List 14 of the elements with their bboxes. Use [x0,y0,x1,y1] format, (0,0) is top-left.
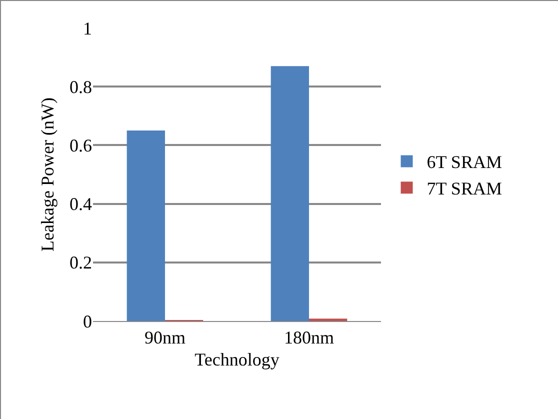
legend-label: 6T SRAM [426,152,502,172]
x-axis-title: Technology [194,350,280,370]
y-tick-label: 1 [83,18,92,38]
x-tick-label: 90nm [144,328,186,348]
y-tick-label: 0.2 [70,252,92,273]
bar [126,130,165,321]
x-tick-label: 180nm [284,328,334,348]
legend-label: 7T SRAM [426,178,502,199]
y-axis-title: Leakage Power (nW) [38,98,58,252]
y-tick-label: 0.6 [70,136,92,156]
y-tick-label: 0.8 [70,76,92,97]
bar [270,66,309,321]
y-tick-label: 0.4 [70,194,92,214]
y-tick-label: 0 [83,311,92,332]
